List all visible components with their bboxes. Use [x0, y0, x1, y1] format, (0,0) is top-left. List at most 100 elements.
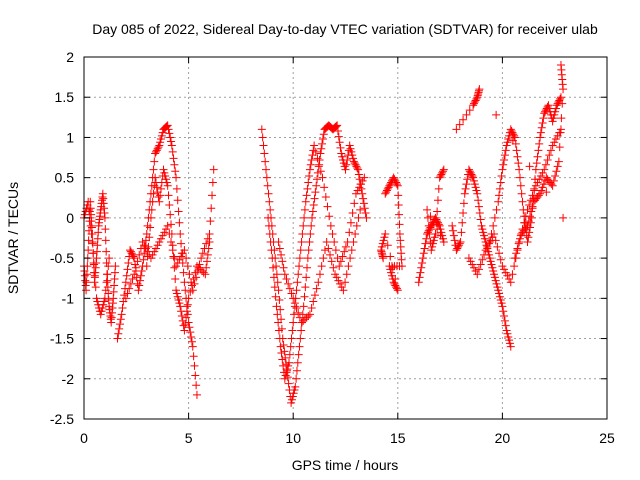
data-point-marker: [345, 228, 354, 237]
data-point-marker: [297, 238, 306, 247]
data-point-marker: [428, 239, 437, 248]
data-point-marker: [117, 310, 126, 319]
data-point-marker: [288, 326, 297, 335]
data-point-marker: [360, 173, 369, 182]
data-point-marker: [187, 337, 196, 346]
data-point-marker: [318, 139, 327, 148]
data-point-marker: [321, 192, 330, 201]
data-point-marker: [276, 305, 285, 314]
data-point-marker: [466, 168, 475, 177]
data-point-marker: [167, 220, 176, 229]
data-point-marker: [100, 297, 109, 306]
data-point-marker: [489, 221, 498, 230]
data-point-marker: [142, 262, 151, 271]
data-point-marker: [353, 186, 362, 195]
data-point-marker: [303, 184, 312, 193]
data-point-marker: [151, 173, 160, 182]
data-point-marker: [299, 221, 308, 230]
data-point-marker: [150, 247, 159, 256]
data-point-marker: [158, 128, 167, 137]
data-point-marker: [203, 234, 212, 243]
data-point-marker: [542, 188, 551, 197]
y-tick-label: 1.5: [55, 89, 75, 105]
data-point-marker: [337, 149, 346, 158]
data-point-marker: [391, 176, 400, 185]
data-point-marker: [104, 262, 113, 271]
data-point-marker: [170, 160, 179, 169]
data-point-marker: [115, 320, 124, 329]
data-point-marker: [287, 398, 296, 407]
data-point-marker: [285, 350, 294, 359]
data-point-marker: [543, 102, 552, 111]
data-point-marker: [307, 155, 316, 164]
data-point-marker: [270, 283, 279, 292]
data-point-marker: [140, 249, 149, 258]
data-point-marker: [134, 286, 143, 295]
data-point-marker: [150, 157, 159, 166]
data-point-marker: [158, 231, 167, 240]
data-point-marker: [301, 283, 310, 292]
data-point-marker: [385, 181, 394, 190]
data-point-marker: [359, 199, 368, 208]
data-point-marker: [172, 286, 181, 295]
data-point-marker: [162, 175, 171, 184]
data-point-marker: [340, 162, 349, 171]
data-point-marker: [489, 266, 498, 275]
data-point-marker: [433, 217, 442, 226]
data-point-marker: [183, 310, 192, 319]
data-point-marker: [209, 165, 218, 174]
data-point-marker: [508, 136, 517, 145]
data-point-marker: [476, 260, 485, 269]
data-point-marker: [349, 238, 358, 247]
data-point-marker: [156, 138, 165, 147]
data-point-marker: [319, 254, 328, 263]
data-point-marker: [505, 275, 514, 284]
data-point-marker: [152, 183, 161, 192]
data-point-marker: [284, 379, 293, 388]
data-point-marker: [422, 234, 431, 243]
data-point-marker: [556, 94, 565, 103]
data-point-marker: [266, 205, 275, 214]
data-point-marker: [154, 192, 163, 201]
data-point-marker: [175, 255, 184, 264]
data-point-marker: [515, 165, 524, 174]
data-point-marker: [545, 151, 554, 160]
data-point-marker: [508, 128, 517, 137]
data-point-marker: [490, 270, 499, 279]
data-point-marker: [174, 207, 183, 216]
data-point-marker: [455, 120, 464, 129]
data-point-marker: [352, 162, 361, 171]
data-point-marker: [102, 258, 111, 267]
data-point-marker: [503, 138, 512, 147]
data-point-marker: [274, 318, 283, 327]
data-point-marker: [335, 138, 344, 147]
data-point-marker: [516, 181, 525, 190]
data-point-marker: [290, 386, 299, 395]
data-point-marker: [381, 189, 390, 198]
data-point-marker: [431, 229, 440, 238]
data-point-marker: [330, 238, 339, 247]
data-point-marker: [323, 202, 332, 211]
data-point-marker: [500, 265, 509, 274]
data-point-marker: [525, 201, 534, 210]
data-point-marker: [299, 316, 308, 325]
data-point-marker: [173, 258, 182, 267]
data-point-marker: [465, 106, 474, 115]
data-point-marker: [510, 131, 519, 140]
data-point-marker: [128, 250, 137, 259]
data-point-marker: [354, 213, 363, 222]
data-point-marker: [418, 258, 427, 267]
data-point-marker: [163, 181, 172, 190]
data-point-marker: [166, 133, 175, 142]
data-point-marker: [167, 141, 176, 150]
data-point-marker: [448, 221, 457, 230]
data-point-marker: [341, 242, 350, 251]
data-point-marker: [434, 184, 443, 193]
data-point-marker: [475, 85, 484, 94]
data-point-marker: [282, 275, 291, 284]
data-point-marker: [277, 349, 286, 358]
data-point-marker: [293, 358, 302, 367]
data-point-marker: [331, 122, 340, 131]
data-point-marker: [423, 213, 432, 222]
data-point-marker: [354, 165, 363, 174]
